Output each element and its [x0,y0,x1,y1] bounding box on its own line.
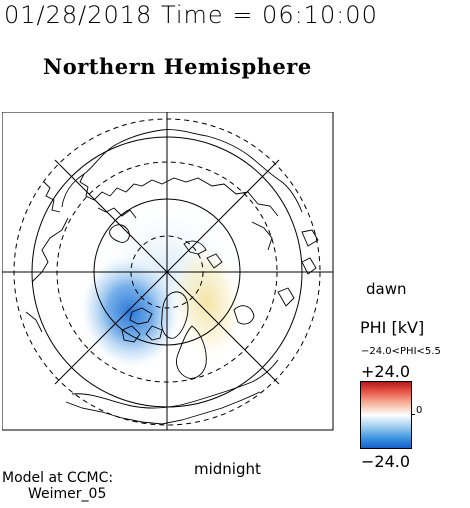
colorbar [360,381,412,449]
legend-min-label: −24.0 [361,452,411,471]
model-name: Weimer_05 [28,486,107,502]
page-title: Northern Hemisphere [43,54,312,79]
midnight-label: midnight [194,460,261,478]
coastlines [25,129,319,425]
polar-map [2,112,334,431]
legend-mid-label: 0 [416,405,423,416]
colorbar-zero-tick [412,414,415,415]
model-source: Model at CCMC: [2,470,114,486]
dawn-label: dawn [366,280,407,298]
legend-title: PHI [kV] [360,318,425,337]
meridian-lines [2,112,333,430]
timestamp: 01/28/2018 Time = 06:10:00 [4,1,378,29]
legend-range: −24.0<PHI<5.5 [361,346,441,357]
legend-max-label: +24.0 [361,362,411,381]
